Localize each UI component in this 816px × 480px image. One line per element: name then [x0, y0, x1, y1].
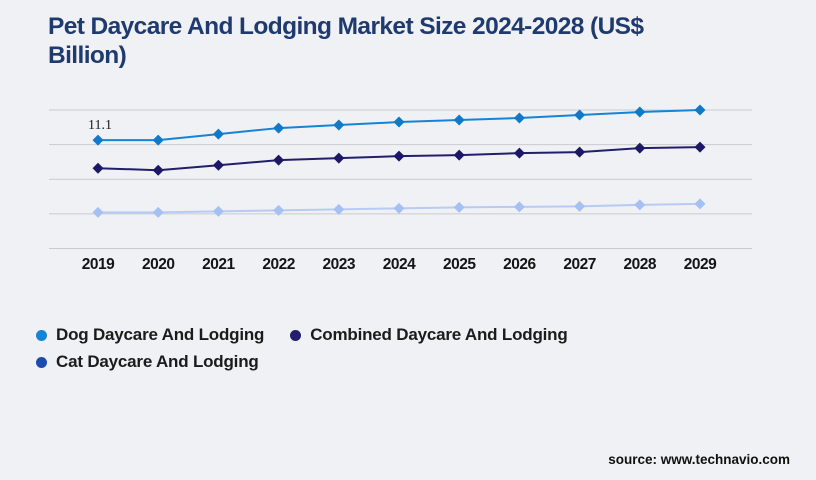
data-point-marker	[333, 119, 345, 131]
data-point-marker	[273, 122, 285, 134]
data-point-label: 11.1	[88, 118, 112, 133]
x-axis-tick-label: 2021	[202, 256, 235, 273]
x-axis-labels: 2019 2020 2021 2022 2023 2024 2025 2026 2027 2028…	[82, 256, 718, 273]
legend-item-label: Combined Daycare And Lodging	[310, 325, 568, 344]
data-point-marker	[453, 201, 465, 213]
x-axis-tick-label: 2028	[624, 256, 657, 273]
data-point-marker	[212, 205, 224, 217]
data-point-marker	[92, 134, 104, 146]
data-point-marker	[574, 109, 586, 121]
data-point-marker	[513, 112, 525, 124]
data-point-marker	[273, 154, 285, 166]
data-point-marker	[273, 204, 285, 216]
chart-title: Pet Daycare And Lodging Market Size 2024…	[48, 12, 758, 70]
data-point-marker	[513, 147, 525, 159]
data-point-marker	[694, 198, 706, 210]
x-axis-tick-label: 2029	[684, 256, 717, 273]
legend-item-combined-daycare-and-lodging: Combined Daycare And Lodging	[290, 323, 568, 347]
x-axis-tick-label: 2026	[503, 256, 536, 273]
data-point-marker	[152, 134, 164, 146]
data-point-marker	[333, 203, 345, 215]
data-point-marker	[152, 206, 164, 218]
data-point-marker	[212, 128, 224, 140]
series-cat-daycare-and-lodging	[92, 198, 706, 218]
legend-item-dog-daycare-and-lodging: Dog Daycare And Lodging	[36, 323, 264, 347]
legend-item-label: Dog Daycare And Lodging	[56, 325, 265, 344]
legend-dot-icon	[290, 329, 302, 341]
gridlines	[49, 109, 752, 249]
data-point-marker	[574, 146, 586, 158]
x-axis-tick-label: 2023	[323, 256, 356, 273]
data-point-marker	[393, 150, 405, 162]
legend-dot-icon	[36, 329, 47, 341]
data-point-marker	[152, 164, 164, 176]
chart-title-line1: Pet Daycare And Lodging Market Size 2024…	[48, 13, 644, 40]
x-axis-tick-label: 2024	[383, 256, 416, 273]
data-point-marker	[694, 104, 706, 116]
data-point-marker	[92, 162, 104, 174]
data-point-marker	[453, 149, 465, 161]
legend-item-cat-daycare-and-lodging: Cat Daycare And Lodging	[36, 350, 259, 374]
data-point-marker	[393, 116, 405, 128]
data-point-marker	[212, 159, 224, 171]
x-axis-tick-label: 2020	[142, 256, 174, 273]
data-point-marker	[634, 106, 646, 118]
x-axis-tick-label: 2022	[262, 256, 294, 273]
x-axis-tick-label: 2019	[82, 256, 115, 273]
legend: Dog Daycare And Lodging Combined Daycare …	[36, 323, 636, 374]
data-point-marker	[92, 206, 104, 218]
series-dog-daycare-and-lodging	[92, 104, 706, 146]
x-axis-tick-label: 2027	[563, 256, 595, 273]
data-point-marker	[453, 114, 465, 126]
legend-item-label: Cat Daycare And Lodging	[56, 352, 259, 371]
data-point-marker	[333, 152, 345, 164]
chart-title-line2: Billion)	[48, 42, 127, 69]
series-combined-daycare-and-lodging	[92, 141, 706, 176]
data-point-marker	[634, 142, 646, 154]
x-axis-tick-label: 2025	[443, 256, 476, 273]
data-point-marker	[393, 202, 405, 214]
source-attribution: source: www.technavio.com	[608, 452, 790, 467]
data-point-marker	[694, 141, 706, 153]
legend-dot-icon	[36, 356, 47, 368]
data-point-marker	[513, 201, 525, 213]
data-point-marker	[634, 199, 646, 211]
data-point-marker	[574, 200, 586, 212]
